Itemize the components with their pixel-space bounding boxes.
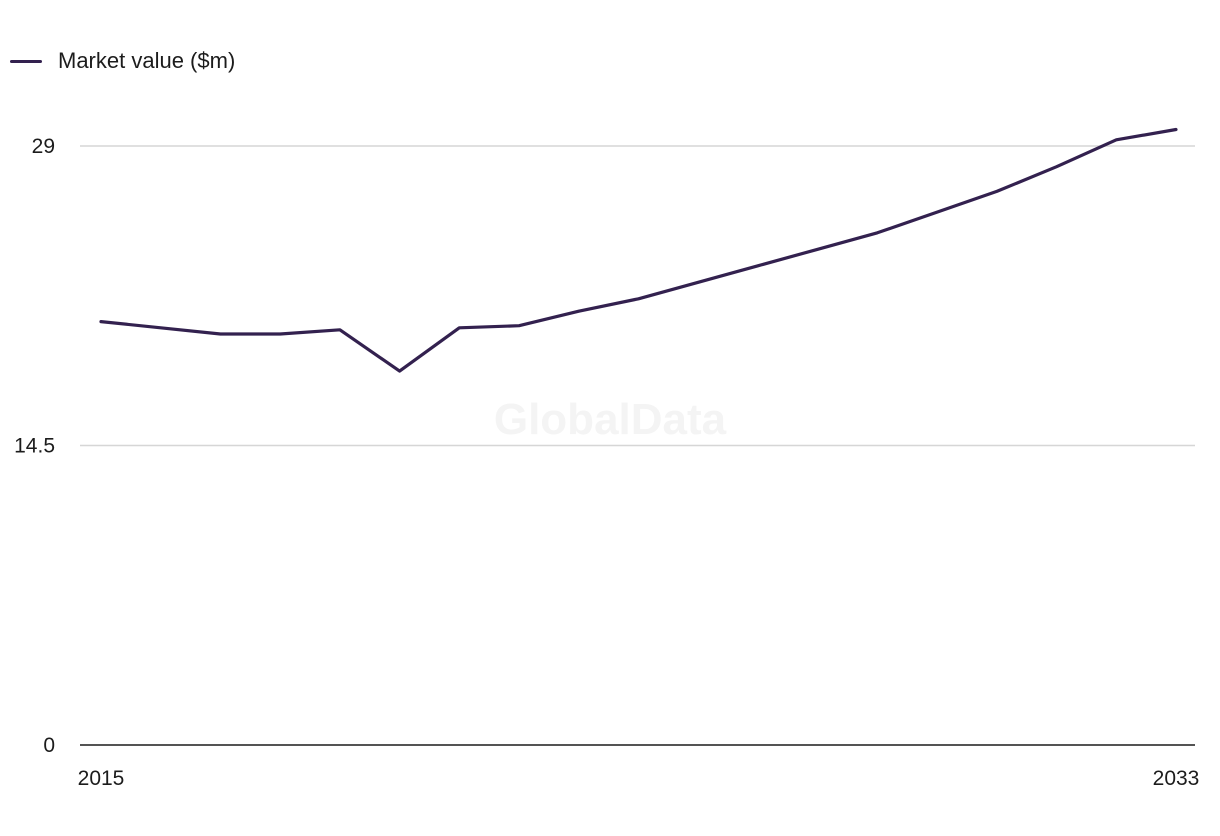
legend-label: Market value ($m) <box>58 48 236 73</box>
series <box>99 127 1178 373</box>
y-tick-label: 14.5 <box>14 435 55 458</box>
gridlines <box>80 145 1195 447</box>
series-line-market-value <box>99 127 1178 373</box>
x-tick-label: 2015 <box>78 767 125 790</box>
y-tick-label: 29 <box>32 135 55 158</box>
tick-labels: 0 14.5 29 2015 2033 <box>14 135 1199 790</box>
watermark: GlobalData <box>494 395 727 444</box>
y-tick-label: 0 <box>43 734 55 757</box>
x-tick-label: 2033 <box>1153 767 1200 790</box>
chart-legend: Market value ($m) <box>10 46 235 76</box>
legend-line-swatch <box>10 59 42 63</box>
